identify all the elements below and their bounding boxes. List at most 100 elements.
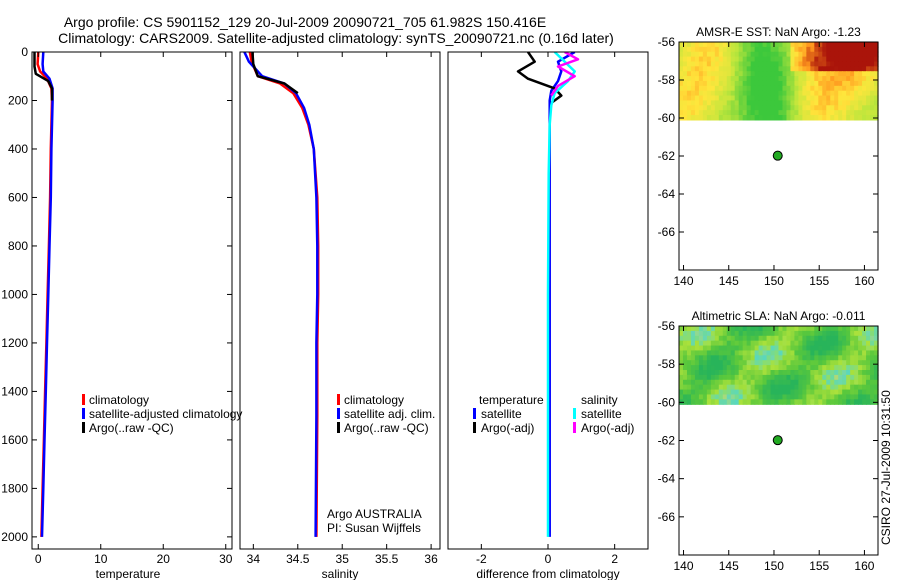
g-sst-cell xyxy=(762,46,768,53)
g-sla-cell xyxy=(770,399,776,405)
g-sla-cell xyxy=(710,355,716,361)
g-sst-cell xyxy=(754,42,760,48)
g-sst-cell xyxy=(834,51,839,58)
g-sla-cell xyxy=(850,384,855,391)
g-sla-cell xyxy=(738,399,744,405)
g-sla-cell xyxy=(802,379,807,386)
g-sla-cell xyxy=(766,355,772,361)
g-sla-cell xyxy=(830,360,835,366)
g-sla-cell xyxy=(814,345,819,352)
g-sla-cell xyxy=(826,345,831,352)
g-sst-cell xyxy=(846,115,851,121)
g-temp-xtick-label-1: 10 xyxy=(94,552,108,566)
g-sst-cell xyxy=(786,42,792,48)
g-sst-cell xyxy=(690,95,696,102)
g-sst-cell xyxy=(838,76,843,82)
g-sla-cell xyxy=(838,365,843,371)
g-sla-cell xyxy=(834,384,839,391)
g-sla-cell xyxy=(694,370,700,376)
g-sst-cell xyxy=(710,105,716,111)
g-sst-cell xyxy=(810,56,815,63)
g-sst-cell xyxy=(770,51,776,58)
g-sla-cell xyxy=(686,389,692,396)
g-sla-cell xyxy=(830,384,835,391)
g-sla-cell xyxy=(758,379,764,386)
g-sst-cell xyxy=(826,110,831,116)
g-temp-legend-label-0: climatology xyxy=(89,393,149,407)
g-sla-cell xyxy=(762,355,768,361)
g-sst-cell xyxy=(822,42,827,48)
g-sst-cell xyxy=(854,110,859,116)
g-sla-cell xyxy=(814,365,819,371)
g-sla-cell xyxy=(679,360,684,366)
g-sla-ytick-label-0: -56 xyxy=(658,319,676,333)
g-sla-cell xyxy=(802,335,807,342)
g-sst-cell xyxy=(770,66,776,72)
g-sla-cell xyxy=(698,389,704,396)
g-sla-cell xyxy=(754,355,760,361)
g-sla-cell xyxy=(782,355,788,361)
g-sst-cell xyxy=(730,76,736,82)
g-sla-cell xyxy=(730,360,736,366)
g-sst-cell xyxy=(750,110,756,116)
g-sst-cell xyxy=(679,95,684,102)
g-sla-cell xyxy=(790,326,796,332)
g-sst-cell xyxy=(858,61,863,67)
g-sla-cell xyxy=(830,379,835,386)
g-sst-cell xyxy=(682,42,688,48)
g-sla-cell xyxy=(810,374,815,381)
g-sst-cell xyxy=(766,76,772,82)
g-sla-cell xyxy=(838,389,843,396)
g-sst-cell xyxy=(850,100,855,106)
g-sst-cell xyxy=(846,85,851,92)
g-sla-cell xyxy=(870,379,875,386)
g-sla-cell xyxy=(766,360,772,366)
g-sla-cell xyxy=(746,340,752,347)
g-sst-cell xyxy=(690,115,696,121)
g-sla-cell xyxy=(814,335,819,342)
g-sst-cell xyxy=(690,46,696,53)
g-sla-cell xyxy=(726,360,732,366)
g-sst-cell xyxy=(690,66,696,72)
g-sla-cell xyxy=(802,340,807,347)
g-sst-cell xyxy=(786,80,792,87)
g-temp-xlabel: temperature xyxy=(96,567,161,580)
g-sst-cell xyxy=(838,115,843,121)
g-sst-cell xyxy=(810,80,815,87)
g-sst-cell xyxy=(874,56,879,63)
g-sla-cell xyxy=(690,384,696,391)
g-sla-cell xyxy=(814,350,819,356)
g-sst-cell xyxy=(718,61,724,67)
g-sst-cell xyxy=(690,56,696,63)
g-sst-cell xyxy=(718,105,724,111)
g-sst-cell xyxy=(854,115,859,121)
g-sst-cell xyxy=(710,90,716,97)
g-sst-cell xyxy=(786,110,792,116)
g-sla-cell xyxy=(866,394,871,400)
g-sst-cell xyxy=(798,66,803,72)
g-sst-cell xyxy=(818,90,823,97)
g-sla-cell xyxy=(742,326,748,332)
g-sla-cell xyxy=(698,335,704,342)
g-sst-cell xyxy=(690,80,696,87)
g-sst-cell xyxy=(746,46,752,53)
g-sst-cell xyxy=(826,61,831,67)
g-sla-cell xyxy=(718,355,724,361)
g-diff-legend-label-1-1: Argo(-adj) xyxy=(581,421,634,435)
g-sla-cell xyxy=(762,360,768,366)
g-sla-xtick-label-0: 140 xyxy=(674,559,694,573)
g-sla-cell xyxy=(874,394,879,400)
g-sst-cell xyxy=(838,42,843,48)
g-sst-xtick-label-0: 140 xyxy=(674,274,694,288)
g-sla-cell xyxy=(766,374,772,381)
salinity-panel: 34 34.5 35 35.5 36salinityclimatologysatelli… xyxy=(239,51,441,580)
g-sst-cell xyxy=(750,100,756,106)
g-sla-cell xyxy=(722,335,728,342)
g-sla-cell xyxy=(814,389,819,396)
g-sst-cell xyxy=(814,95,819,102)
g-sst-cell xyxy=(822,80,827,87)
g-sla-cell xyxy=(702,350,708,356)
g-sst-cell xyxy=(834,80,839,87)
g-sst-cell xyxy=(846,66,851,72)
